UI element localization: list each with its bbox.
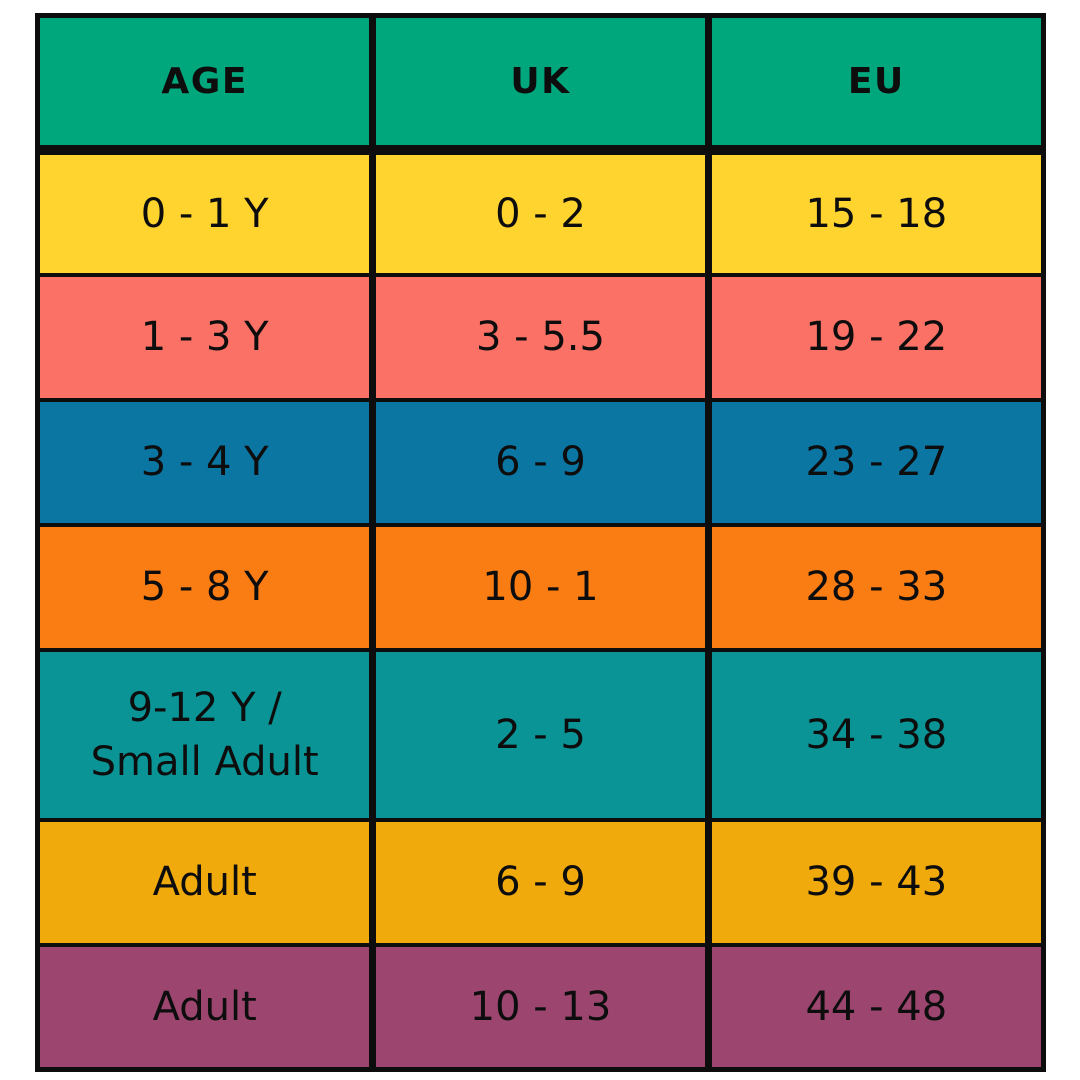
age-cell: Adult xyxy=(34,942,377,1072)
table-row: 0 - 1 Y 0 - 2 15 - 18 xyxy=(34,147,1047,277)
column-header-age: AGE xyxy=(34,13,377,155)
table-row: 9-12 Y / Small Adult 2 - 5 34 - 38 xyxy=(34,647,1047,822)
header-row: AGE UK EU xyxy=(34,13,1047,155)
uk-cell: 0 - 2 xyxy=(369,147,712,277)
size-chart-table: AGE UK EU 0 - 1 Y 0 - 2 15 - 18 1 - 3 Y … xyxy=(34,13,1047,1072)
uk-cell: 6 - 9 xyxy=(369,817,712,947)
uk-cell: 6 - 9 xyxy=(369,397,712,527)
table-row: 5 - 8 Y 10 - 1 28 - 33 xyxy=(34,522,1047,652)
eu-cell: 39 - 43 xyxy=(704,817,1047,947)
age-cell: 0 - 1 Y xyxy=(34,147,377,277)
eu-cell: 34 - 38 xyxy=(704,647,1047,822)
age-cell: 9-12 Y / Small Adult xyxy=(34,647,377,822)
uk-cell: 10 - 1 xyxy=(369,522,712,652)
age-cell: 3 - 4 Y xyxy=(34,397,377,527)
table-row: Adult 10 - 13 44 - 48 xyxy=(34,942,1047,1072)
eu-cell: 15 - 18 xyxy=(704,147,1047,277)
table-body: 0 - 1 Y 0 - 2 15 - 18 1 - 3 Y 3 - 5.5 19… xyxy=(34,147,1047,1072)
table-row: 1 - 3 Y 3 - 5.5 19 - 22 xyxy=(34,272,1047,402)
column-header-eu: EU xyxy=(704,13,1047,155)
eu-cell: 44 - 48 xyxy=(704,942,1047,1072)
column-header-uk: UK xyxy=(369,13,712,155)
table-row: 3 - 4 Y 6 - 9 23 - 27 xyxy=(34,397,1047,527)
eu-cell: 23 - 27 xyxy=(704,397,1047,527)
age-cell: Adult xyxy=(34,817,377,947)
uk-cell: 2 - 5 xyxy=(369,647,712,822)
eu-cell: 19 - 22 xyxy=(704,272,1047,402)
uk-cell: 10 - 13 xyxy=(369,942,712,1072)
table-row: Adult 6 - 9 39 - 43 xyxy=(34,817,1047,947)
age-cell: 5 - 8 Y xyxy=(34,522,377,652)
uk-cell: 3 - 5.5 xyxy=(369,272,712,402)
age-cell: 1 - 3 Y xyxy=(34,272,377,402)
table-header: AGE UK EU xyxy=(34,13,1047,155)
eu-cell: 28 - 33 xyxy=(704,522,1047,652)
